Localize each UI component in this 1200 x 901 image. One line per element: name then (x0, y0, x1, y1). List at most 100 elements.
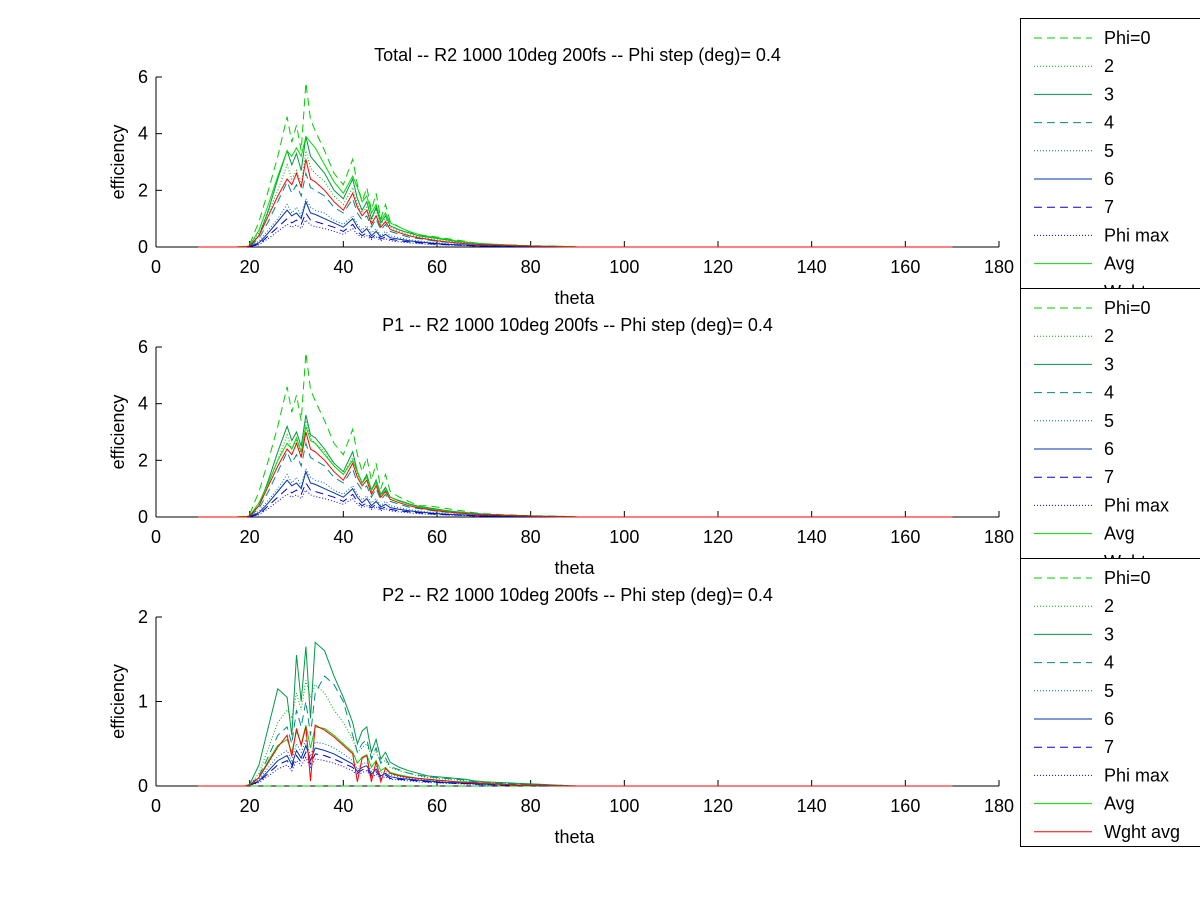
x-tick-label: 20 (240, 257, 260, 277)
x-axis-label: theta (554, 558, 595, 578)
legend-label: Wght avg (1104, 822, 1180, 842)
x-tick-label: 120 (703, 796, 733, 816)
legend-1: Phi=0 2 3 4 5 6 7 Phi max Avg Wght avg (1020, 18, 1200, 302)
legend-box (1020, 558, 1200, 847)
legend-label: 7 (1104, 737, 1114, 757)
y-tick-label: 2 (138, 180, 148, 200)
series-line-3 (198, 641, 953, 787)
series-line-wght-avg (198, 724, 953, 787)
y-tick-label: 6 (138, 67, 148, 87)
y-axis-label: efficiency (108, 664, 128, 739)
x-tick-label: 100 (609, 796, 639, 816)
x-tick-label: 0 (151, 527, 161, 547)
x-tick-label: 60 (427, 796, 447, 816)
x-tick-label: 0 (151, 796, 161, 816)
y-tick-label: 0 (138, 237, 148, 257)
chart-title: P1 -- R2 1000 10deg 200fs -- Phi step (d… (382, 315, 773, 335)
x-tick-label: 140 (797, 257, 827, 277)
y-tick-label: 0 (138, 507, 148, 527)
y-tick-label: 4 (138, 394, 148, 414)
legend-label: 6 (1104, 439, 1114, 459)
series-line-wght-avg (198, 159, 953, 248)
legend-label: 3 (1104, 624, 1114, 644)
legend-label: 5 (1104, 681, 1114, 701)
legend-label: 7 (1104, 197, 1114, 217)
x-tick-label: 160 (890, 257, 920, 277)
x-tick-label: 40 (333, 527, 353, 547)
legend-2: Phi=0 2 3 4 5 6 7 Phi max Avg Wght avg (1020, 288, 1200, 572)
legend-label: Avg (1104, 524, 1135, 544)
x-tick-label: 160 (890, 527, 920, 547)
y-tick-label: 6 (138, 337, 148, 357)
y-axis-label: efficiency (108, 125, 128, 200)
x-tick-label: 160 (890, 796, 920, 816)
y-tick-label: 1 (138, 692, 148, 712)
legend-box (1020, 288, 1200, 560)
x-tick-label: 60 (427, 257, 447, 277)
x-axis-label: theta (554, 288, 595, 308)
legend-label: Phi=0 (1104, 298, 1151, 318)
x-tick-label: 80 (521, 796, 541, 816)
legend-label: 2 (1104, 56, 1114, 76)
series-line-wght-avg (198, 431, 953, 518)
legend-label: Phi max (1104, 765, 1169, 785)
x-tick-label: 120 (703, 527, 733, 547)
series-line-4 (198, 441, 953, 518)
legend-label: Avg (1104, 254, 1135, 274)
legend-label: 4 (1104, 113, 1114, 133)
legend-label: Phi max (1104, 495, 1169, 515)
legend-label: 5 (1104, 411, 1114, 431)
legend-label: Wght avg (1104, 552, 1180, 572)
legend-label: 5 (1104, 141, 1114, 161)
plot-area (156, 77, 999, 247)
x-tick-label: 180 (984, 257, 1014, 277)
y-tick-label: 2 (138, 450, 148, 470)
chart-panel-1: Total -- R2 1000 10deg 200fs -- Phi step… (108, 45, 1014, 308)
x-tick-label: 40 (333, 796, 353, 816)
x-tick-label: 180 (984, 796, 1014, 816)
chart-title: Total -- R2 1000 10deg 200fs -- Phi step… (374, 45, 781, 65)
legend-label: 2 (1104, 326, 1114, 346)
legend-label: Phi=0 (1104, 568, 1151, 588)
x-tick-label: 180 (984, 527, 1014, 547)
x-tick-label: 80 (521, 527, 541, 547)
legend-label: Phi=0 (1104, 28, 1151, 48)
legend-label: Avg (1104, 794, 1135, 814)
x-tick-label: 80 (521, 257, 541, 277)
legend-label: 6 (1104, 169, 1114, 189)
series-line-4 (198, 675, 953, 787)
legend-label: 2 (1104, 596, 1114, 616)
series-line-phi-0 (198, 352, 953, 518)
legend-label: 6 (1104, 709, 1114, 729)
x-axis-label: theta (554, 827, 595, 847)
y-tick-label: 0 (138, 776, 148, 796)
chart-panel-3: P2 -- R2 1000 10deg 200fs -- Phi step (d… (108, 585, 1014, 847)
plot-area (156, 347, 999, 517)
y-axis-label: efficiency (108, 395, 128, 470)
legend-label: 3 (1104, 354, 1114, 374)
series-line-phi-0 (198, 82, 953, 248)
legend-3: Phi=0 2 3 4 5 6 7 Phi max Avg Wght avg (1020, 558, 1200, 847)
legend-box (1020, 18, 1200, 290)
x-tick-label: 100 (609, 527, 639, 547)
legend-label: Phi max (1104, 225, 1169, 245)
x-tick-label: 20 (240, 796, 260, 816)
chart-title: P2 -- R2 1000 10deg 200fs -- Phi step (d… (382, 585, 773, 605)
legend-label: 4 (1104, 653, 1114, 673)
legend-label: Wght avg (1104, 282, 1180, 302)
x-tick-label: 120 (703, 257, 733, 277)
legend-label: 3 (1104, 84, 1114, 104)
x-tick-label: 20 (240, 527, 260, 547)
legend-label: 4 (1104, 383, 1114, 403)
x-tick-label: 60 (427, 527, 447, 547)
x-tick-label: 140 (797, 527, 827, 547)
plot-area (156, 617, 999, 786)
x-tick-label: 140 (797, 796, 827, 816)
x-tick-label: 100 (609, 257, 639, 277)
legend-label: 7 (1104, 467, 1114, 487)
y-tick-label: 2 (138, 607, 148, 627)
x-tick-label: 40 (333, 257, 353, 277)
x-tick-label: 0 (151, 257, 161, 277)
y-tick-label: 4 (138, 124, 148, 144)
